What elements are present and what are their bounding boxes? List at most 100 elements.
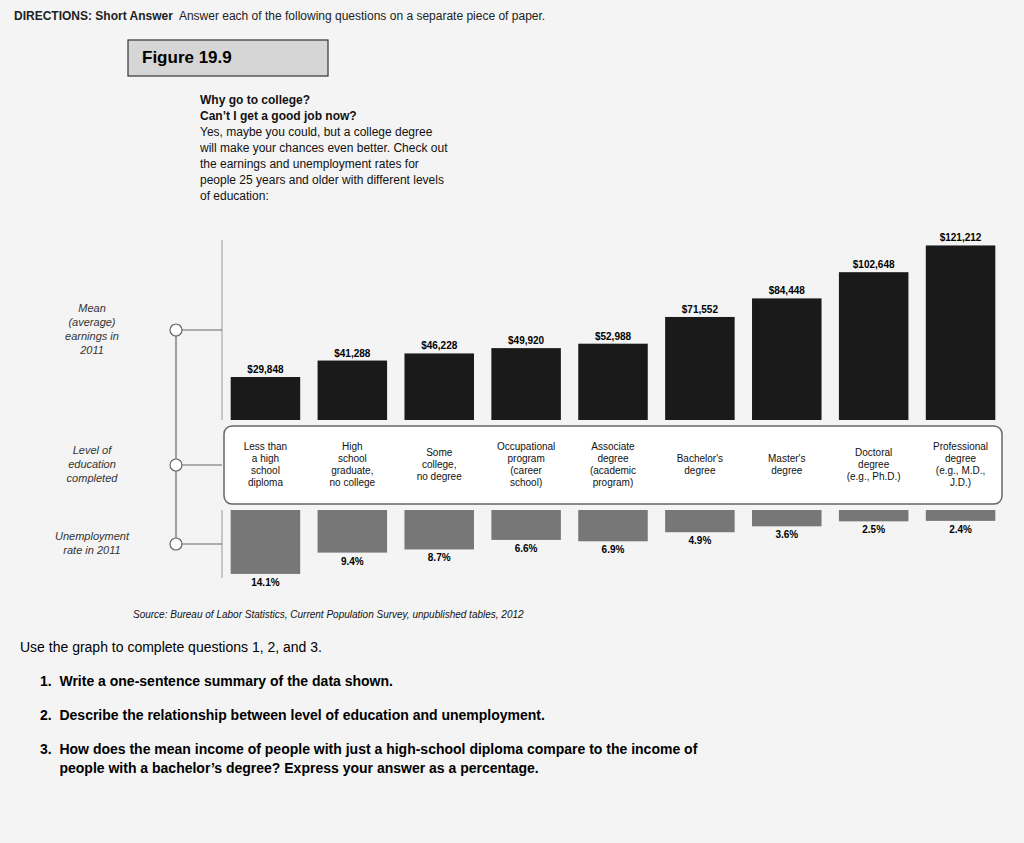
subtitle-line: Why go to college? <box>200 93 310 107</box>
category-label-line: Associate <box>591 441 635 452</box>
category-label: Doctoraldegree(e.g., Ph.D.) <box>847 447 901 482</box>
unemployment-bar <box>491 510 561 540</box>
subtitle-line: will make your chances even better. Chec… <box>199 141 448 155</box>
connector-dot <box>170 459 182 471</box>
category-label-line: (e.g., Ph.D.) <box>847 471 901 482</box>
axis-label-line: earnings in <box>65 330 119 342</box>
unemployment-bars <box>231 510 996 574</box>
category-label: Occupationalprogram(careerschool) <box>497 441 555 488</box>
axis-label-line: completed <box>67 472 119 484</box>
axis-label-line: Unemployment <box>55 530 130 542</box>
connector <box>175 330 176 544</box>
category-label-line: degree <box>858 459 890 470</box>
category-label: Bachelor'sdegree <box>677 453 723 476</box>
question-line: 3. How does the mean income of people wi… <box>40 741 698 757</box>
category-box <box>224 426 1002 504</box>
category-label-line: no degree <box>417 471 462 482</box>
category-label: Professionaldegree(e.g., M.D.,J.D.) <box>933 441 988 488</box>
earnings-bars <box>231 245 996 420</box>
category-label-line: degree <box>945 453 977 464</box>
unemployment-bar <box>231 510 301 574</box>
background <box>0 0 1024 843</box>
unemployment-bar <box>926 510 996 521</box>
data-label: 14.1% <box>251 577 279 588</box>
question: 1. Write a one-sentence summary of the d… <box>40 673 393 689</box>
earnings-bar <box>231 377 301 420</box>
connector <box>176 330 222 331</box>
earnings-bar <box>578 344 648 420</box>
axis-label-line: education <box>68 458 116 470</box>
question-line: 2. Describe the relationship between lev… <box>40 707 545 723</box>
earnings-bar <box>318 361 388 420</box>
axis-label-line: rate in 2011 <box>63 544 120 556</box>
page: DIRECTIONS: Short Answer Answer each of … <box>0 0 1024 843</box>
earnings-bar <box>404 353 474 420</box>
data-label: 2.4% <box>949 524 972 535</box>
category-label-line: graduate, <box>331 465 373 476</box>
directions: DIRECTIONS: Short Answer Answer each of … <box>14 9 545 23</box>
category-label-line: degree <box>771 465 803 476</box>
subtitle-line: of education: <box>200 189 269 203</box>
title: Figure 19.9 <box>142 48 232 67</box>
data-label: 8.7% <box>428 552 451 563</box>
data-label: $84,448 <box>769 285 806 296</box>
data-label: $29,848 <box>247 364 284 375</box>
earnings-bar <box>926 245 996 420</box>
question-line: people with a bachelor’s degree? Express… <box>40 760 539 776</box>
earnings-bar <box>665 317 735 420</box>
connector-dot <box>170 324 182 336</box>
axis-label-line: 2011 <box>79 344 104 356</box>
axis-label-line: Level of <box>73 444 112 456</box>
data-label: 4.9% <box>688 535 711 546</box>
category-label-line: school <box>338 453 367 464</box>
data-label: $121,212 <box>940 232 982 243</box>
category-label-line: Some <box>426 447 453 458</box>
category-label-line: degree <box>684 465 716 476</box>
axis-label: Level of education completed <box>67 444 119 484</box>
category-label-line: Master's <box>768 453 805 464</box>
question: 2. Describe the relationship between lev… <box>40 707 545 723</box>
category-label-line: college, <box>422 459 456 470</box>
category-label-line: (academic <box>590 465 636 476</box>
unemployment-bar <box>404 510 474 549</box>
unemployment-bar <box>665 510 735 532</box>
data-label: $41,288 <box>334 348 371 359</box>
data-label: 6.9% <box>602 544 625 555</box>
category-label-line: (e.g., M.D., <box>936 465 985 476</box>
earnings-bar <box>839 272 909 420</box>
data-label: 2.5% <box>862 524 885 535</box>
data-label: $49,920 <box>508 335 545 346</box>
data-label: 9.4% <box>341 556 364 567</box>
category-label-line: diploma <box>248 477 283 488</box>
directions-normal: Answer each of the following questions o… <box>173 9 545 23</box>
subtitle-line: Yes, maybe you could, but a college degr… <box>200 125 433 139</box>
category-label-line: Professional <box>933 441 988 452</box>
category-label: Associatedegree(academicprogram) <box>590 441 636 488</box>
category-label-line: program) <box>593 477 634 488</box>
category-label-line: school) <box>510 477 542 488</box>
data-label: $102,648 <box>853 259 895 270</box>
category-label-line: Occupational <box>497 441 555 452</box>
unemployment-bar <box>752 510 822 526</box>
category-label-line: a high <box>252 453 279 464</box>
axis-label: Unemployment rate in 2011 <box>55 530 130 556</box>
connector <box>176 465 222 466</box>
category-label: Less thana highschooldiploma <box>244 441 287 488</box>
earnings-bar <box>491 348 561 420</box>
source: Source: Bureau of Labor Statistics, Curr… <box>133 609 524 620</box>
connector <box>176 544 222 545</box>
title-box <box>128 40 328 76</box>
data-label: $46,228 <box>421 340 458 351</box>
subtitle-line: Can’t I get a good job now? <box>200 109 357 123</box>
earnings-bar <box>752 298 822 420</box>
question-line: Use the graph to complete questions 1, 2… <box>20 639 322 655</box>
question-line: 1. Write a one-sentence summary of the d… <box>40 673 393 689</box>
axis-label-line: (average) <box>68 316 115 328</box>
category-label-line: High <box>342 441 363 452</box>
category-label-line: (career <box>510 465 542 476</box>
category-label: Highschoolgraduate,no college <box>330 441 376 488</box>
axis-label: Mean(average)earnings in2011 <box>65 302 119 356</box>
category-label-line: degree <box>597 453 629 464</box>
category-label-line: Doctoral <box>855 447 892 458</box>
category-label-line: Bachelor's <box>677 453 723 464</box>
